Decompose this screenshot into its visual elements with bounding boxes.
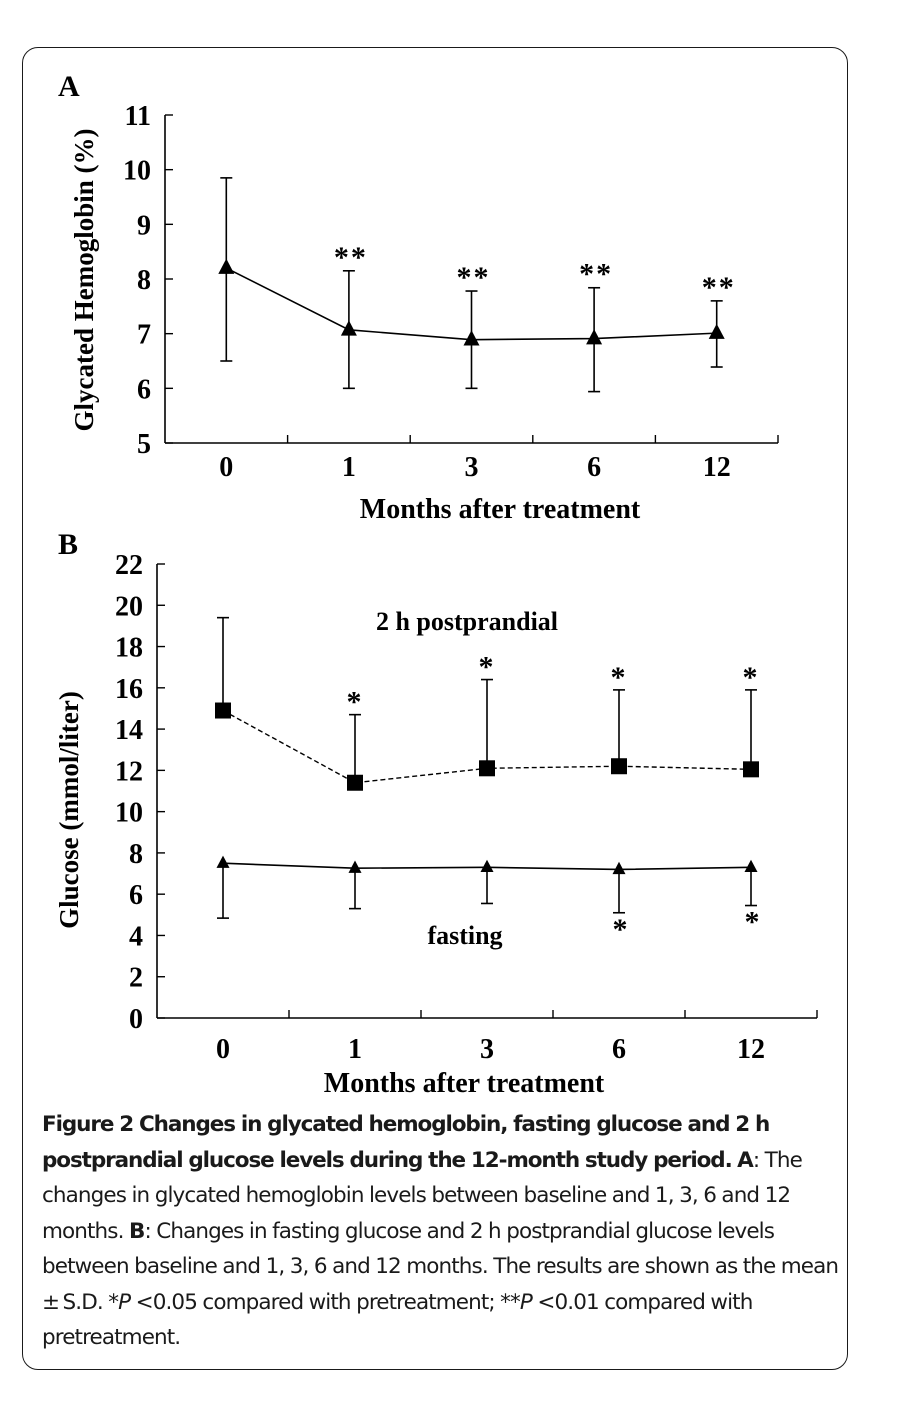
caption-p-symbol-2: P bbox=[519, 1289, 533, 1315]
chart-b-y-tick-label: 18 bbox=[115, 633, 143, 664]
chart-a-data-point bbox=[463, 330, 480, 346]
chart-b-postprandial-significance: * bbox=[611, 661, 628, 694]
chart-a-x-axis-label: Months after treatment bbox=[360, 494, 641, 525]
series-label-postprandial: 2 h postprandial bbox=[376, 607, 558, 636]
chart-a-x-tick-label: 6 bbox=[587, 452, 601, 483]
chart-b-postprandial-point bbox=[743, 761, 759, 778]
chart-b-y-tick-label: 10 bbox=[115, 798, 143, 829]
figure-caption: Figure 2 Changes in glycated hemoglobin,… bbox=[42, 1107, 842, 1356]
chart-a-data-point bbox=[586, 329, 603, 345]
chart-a-significance-marker: ** bbox=[702, 271, 736, 304]
chart-b-fasting-significance: * bbox=[745, 906, 762, 939]
chart-b-postprandial-significance: * bbox=[743, 661, 760, 694]
chart-b-fasting-significance: * bbox=[613, 913, 630, 946]
chart-b-y-tick-label: 12 bbox=[115, 756, 143, 787]
caption-end-text: <0.01 compared with pretreatment. bbox=[42, 1289, 753, 1351]
chart-b-fasting-point bbox=[744, 859, 758, 873]
chart-b-y-axis-label: Glucose (mmol/liter) bbox=[54, 691, 84, 929]
chart-a: Glycated Hemoglobin (%) Months after tre… bbox=[69, 101, 779, 525]
chart-b-y-tick-label: 6 bbox=[129, 880, 143, 911]
chart-b-y-tick-label: 2 bbox=[129, 963, 143, 994]
chart-a-x-tick-label: 0 bbox=[219, 452, 233, 483]
chart-b-y-tick-label: 20 bbox=[115, 591, 143, 622]
chart-a-y-tick-label: 9 bbox=[137, 210, 151, 241]
chart-a-y-tick-label: 6 bbox=[137, 374, 151, 405]
chart-a-x-tick-label: 3 bbox=[465, 452, 479, 483]
chart-b-x-tick-label: 3 bbox=[480, 1034, 494, 1065]
chart-b-postprandial-point bbox=[347, 774, 363, 791]
chart-b-x-tick-label: 0 bbox=[216, 1034, 230, 1065]
chart-b-x-tick-label: 6 bbox=[612, 1034, 626, 1065]
figure-frame bbox=[22, 47, 848, 1370]
chart-b-postprandial-point bbox=[611, 758, 627, 775]
caption-mid-text: <0.05 compared with pretreatment; ** bbox=[130, 1289, 521, 1315]
chart-b-x-tick-label: 1 bbox=[348, 1034, 362, 1065]
figure-canvas: A B Glycated Hemoglobin (%) Months after… bbox=[54, 70, 818, 1099]
caption-a-label: A bbox=[737, 1147, 754, 1173]
chart-b-y-tick-label: 4 bbox=[129, 921, 143, 952]
chart-a-y-tick-label: 5 bbox=[137, 429, 151, 460]
chart-b-y-tick-label: 14 bbox=[115, 715, 143, 746]
chart-a-data-point bbox=[708, 323, 725, 339]
chart-b-postprandial-significance: * bbox=[347, 686, 364, 719]
chart-a-x-tick-label: 12 bbox=[703, 452, 731, 483]
caption-title: Figure 2 Changes in glycated hemoglobin,… bbox=[42, 1112, 770, 1173]
chart-b-fasting-point bbox=[480, 859, 494, 873]
chart-a-significance-marker: ** bbox=[457, 261, 491, 294]
chart-b-x-tick-label: 12 bbox=[737, 1034, 765, 1065]
caption-b-label: B bbox=[128, 1218, 145, 1244]
chart-b-y-tick-label: 16 bbox=[115, 674, 143, 705]
chart-b-fasting-point bbox=[216, 855, 230, 868]
chart-a-data-point bbox=[340, 320, 357, 336]
chart-b-postprandial-point bbox=[479, 760, 495, 777]
chart-a-x-tick-label: 1 bbox=[342, 452, 356, 483]
chart-b-y-tick-label: 22 bbox=[115, 550, 143, 581]
chart-b: Glucose (mmol/liter) Months after treatm… bbox=[54, 550, 818, 1099]
chart-a-data-point bbox=[218, 258, 235, 274]
chart-a-y-axis-label: Glycated Hemoglobin (%) bbox=[69, 129, 99, 432]
panel-a-letter: A bbox=[58, 70, 80, 103]
caption-p-symbol: P bbox=[118, 1289, 131, 1315]
panel-b-letter: B bbox=[58, 528, 78, 561]
caption-b-text: : Changes in fasting glucose and 2 h pos… bbox=[42, 1218, 842, 1315]
chart-b-fasting-point bbox=[348, 860, 362, 873]
chart-b-postprandial-point bbox=[215, 702, 231, 719]
chart-b-y-tick-label: 8 bbox=[129, 839, 143, 870]
chart-b-postprandial-significance: * bbox=[479, 651, 496, 684]
chart-a-y-tick-label: 10 bbox=[123, 156, 151, 187]
chart-a-significance-marker: ** bbox=[334, 241, 368, 274]
chart-b-y-tick-label: 0 bbox=[129, 1004, 143, 1035]
chart-b-fasting-point bbox=[612, 861, 626, 875]
chart-a-y-tick-label: 8 bbox=[137, 265, 151, 296]
chart-a-significance-marker: ** bbox=[579, 258, 613, 291]
chart-b-x-axis-label: Months after treatment bbox=[324, 1068, 605, 1099]
chart-a-y-tick-label: 11 bbox=[125, 101, 151, 132]
caption-a-text: : The changes in glycated hemoglobin lev… bbox=[42, 1147, 803, 1244]
series-label-fasting: fasting bbox=[427, 921, 502, 950]
chart-a-y-tick-label: 7 bbox=[137, 320, 151, 351]
